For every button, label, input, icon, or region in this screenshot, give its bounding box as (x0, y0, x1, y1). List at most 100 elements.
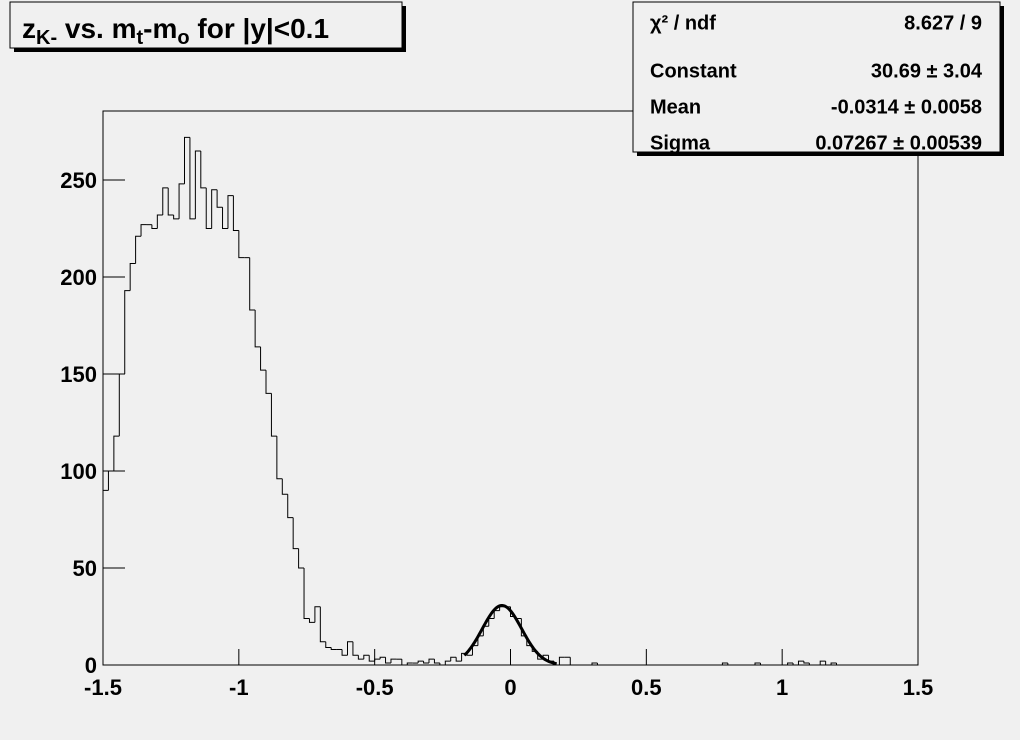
histogram-bin (759, 663, 766, 666)
histogram-bin (591, 662, 598, 665)
histogram-bin (238, 230, 245, 259)
stat-value: -0.0314 ± 0.0058 (831, 96, 982, 118)
x-tick-label: 1 (776, 675, 788, 700)
title-subscript: t (137, 27, 144, 49)
histogram-bin (140, 224, 147, 237)
histogram-bin (281, 478, 288, 495)
title-part: z (22, 13, 36, 44)
histogram-bin (455, 657, 462, 662)
histogram-bin (118, 373, 125, 437)
histogram-bin (135, 235, 142, 264)
histogram-bin (249, 257, 256, 311)
histogram-bin (287, 494, 294, 519)
title-part: -m (143, 13, 177, 44)
histogram-bin (308, 618, 315, 623)
histogram-bin (292, 517, 299, 550)
histogram-bin (428, 658, 435, 664)
histogram-bin (830, 662, 837, 665)
histogram-bin (211, 189, 218, 229)
histogram-bin (129, 262, 136, 291)
histogram-bin (444, 660, 451, 665)
histogram-bin (113, 435, 120, 472)
histogram-bin (184, 136, 190, 184)
stat-value: 0.07267 ± 0.00539 (815, 132, 982, 154)
histogram-bin (330, 647, 337, 650)
y-tick-label: 200 (60, 265, 97, 290)
x-tick-label: 0 (504, 675, 516, 700)
histogram-bin (178, 183, 185, 219)
histogram-bin (102, 489, 109, 665)
histogram-bin (162, 187, 169, 215)
histogram-bin (787, 662, 794, 665)
histogram-bin (254, 310, 261, 348)
histogram-bin (379, 656, 386, 660)
histogram-bin (173, 214, 180, 220)
x-tick-label: -1.5 (84, 675, 122, 700)
histogram-bin (825, 661, 832, 666)
histogram-bin (819, 660, 826, 665)
stats-box (632, 1, 1001, 153)
histogram-bin (836, 663, 842, 666)
histogram-bin (363, 654, 370, 660)
histogram-bin (433, 659, 440, 664)
chart-title: zK- vs. mt-mo for |y|<0.1 (22, 13, 329, 49)
stat-label: Constant (650, 60, 737, 82)
histogram-bin (276, 436, 283, 480)
histogram-bin (156, 214, 163, 229)
histogram-bin (417, 660, 424, 664)
histogram-bin (205, 187, 212, 230)
histogram-bin (368, 655, 375, 662)
histogram-bin (194, 150, 201, 219)
title-part: vs. m (57, 13, 136, 44)
histogram-bin (357, 655, 364, 660)
y-tick-label: 100 (60, 459, 97, 484)
histogram-bin (216, 189, 223, 208)
y-tick-label: 250 (60, 168, 97, 193)
stat-label: Mean (650, 96, 701, 118)
stat-label: χ² / ndf (650, 12, 716, 34)
histogram-bin (792, 663, 799, 666)
histogram-bin (341, 649, 348, 656)
x-tick-label: 1.5 (903, 675, 934, 700)
stat-value: 8.627 / 9 (904, 12, 982, 34)
y-tick-label: 0 (85, 653, 97, 678)
histogram-bin (325, 641, 332, 649)
histogram-bin (189, 137, 196, 220)
histogram-bin (754, 662, 761, 665)
histogram-bin (727, 663, 734, 666)
frame (102, 110, 919, 666)
title-subscript: o (177, 27, 189, 49)
histogram-bin (167, 187, 174, 216)
histogram-bin (390, 658, 397, 664)
histogram-bin (352, 641, 359, 656)
histogram-bin (569, 657, 576, 666)
y-tick-label: 50 (73, 556, 97, 581)
y-tick-label: 150 (60, 362, 97, 387)
histogram-bin (439, 663, 446, 666)
histogram-bin (298, 548, 305, 569)
histogram-bin (596, 663, 603, 666)
histogram-bin (558, 656, 565, 665)
histogram-bin (303, 568, 310, 619)
x-tick-label: -0.5 (356, 675, 394, 700)
stat-value: 30.69 ± 3.04 (871, 60, 983, 82)
histogram-bin (107, 470, 114, 491)
histogram-bin (406, 662, 413, 665)
histogram-bin (314, 606, 321, 623)
fit-curve (463, 603, 557, 666)
histogram-bin (124, 290, 131, 375)
histogram-bin (721, 662, 728, 665)
title-part: for |y|<0.1 (190, 13, 329, 44)
histogram-bin (232, 195, 239, 231)
histogram-bin (401, 659, 408, 666)
histogram-bin (270, 393, 277, 437)
histogram-bin (151, 224, 158, 230)
x-tick-label: 0.5 (631, 675, 662, 700)
histogram-bin (797, 660, 804, 665)
histogram-bin (803, 661, 810, 664)
title-box (9, 1, 403, 49)
histogram-bin (347, 641, 353, 656)
histogram-bin (423, 661, 429, 664)
histogram-bin (260, 346, 266, 371)
